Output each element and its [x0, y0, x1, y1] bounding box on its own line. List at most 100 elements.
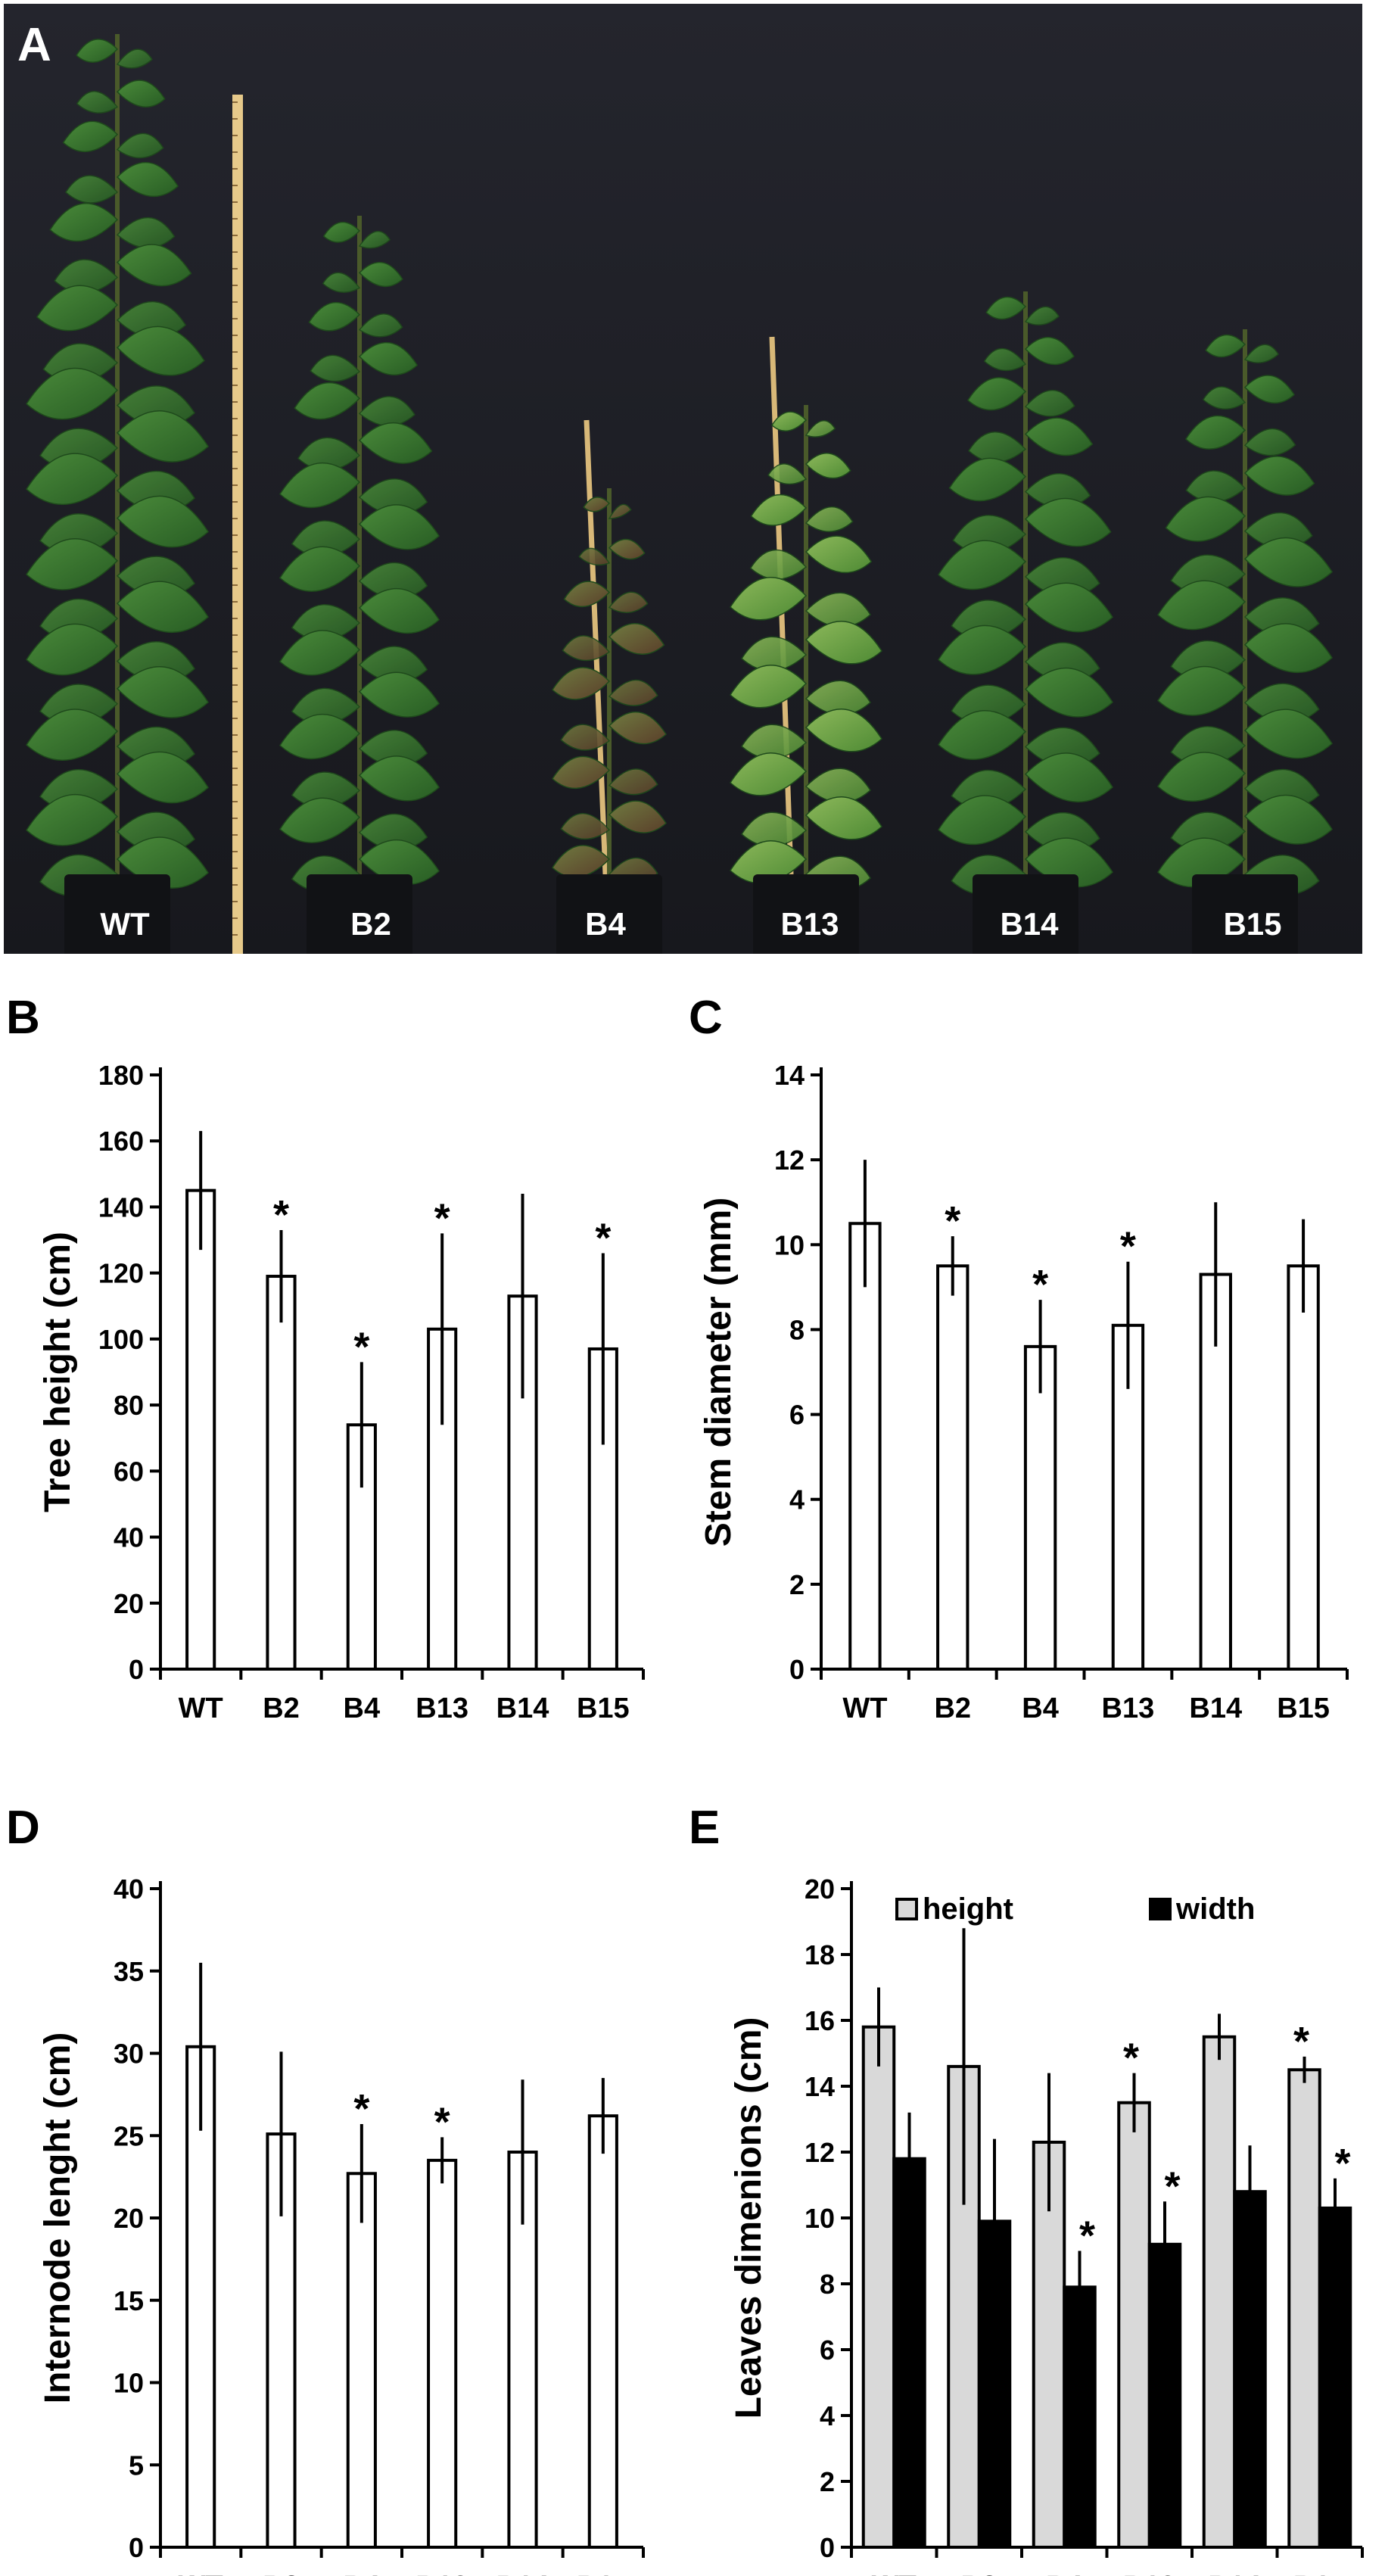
leaf — [552, 845, 611, 878]
leaf — [730, 752, 808, 796]
leaf — [805, 592, 871, 628]
leaf — [552, 667, 611, 700]
significance-marker: * — [353, 2086, 369, 2132]
leaf — [1243, 375, 1295, 404]
leaf — [64, 175, 119, 204]
leaf — [805, 796, 882, 840]
leaf — [310, 354, 361, 382]
leaf — [985, 296, 1027, 320]
y-tick-label: 12 — [774, 1145, 805, 1176]
leaf — [76, 39, 119, 63]
leaf — [1024, 337, 1075, 366]
leaf — [26, 623, 119, 676]
leaf — [1243, 428, 1296, 456]
leaf — [1024, 667, 1113, 718]
leaf — [76, 91, 119, 114]
leaf — [938, 795, 1027, 846]
leaf — [767, 463, 808, 485]
y-tick-label: 5 — [129, 2450, 144, 2481]
leaf — [1184, 415, 1246, 450]
y-tick-label: 30 — [114, 2039, 144, 2070]
y-tick-label: 40 — [114, 1522, 144, 1553]
y-tick-label: 6 — [820, 2335, 835, 2366]
bar-b14-height — [1202, 2035, 1237, 2549]
y-tick-label: 0 — [789, 1654, 805, 1685]
y-tick-label: 140 — [98, 1191, 144, 1223]
significance-marker: * — [434, 2099, 450, 2145]
leaf — [1024, 582, 1113, 633]
leaf — [608, 622, 665, 656]
leaf — [966, 377, 1027, 411]
bar-b15-width — [1318, 2206, 1352, 2549]
y-tick-label: 35 — [114, 1956, 144, 1987]
y-tick-label: 18 — [805, 1939, 835, 1970]
leaves-dimensions-chart: E Leaves dimenions (cm) 0 2 4 6 8 10 12 14 16 18 20 *… — [689, 1802, 1364, 2576]
y-tick-label: 60 — [114, 1456, 144, 1487]
leaf — [805, 535, 873, 574]
leaf — [294, 382, 361, 420]
legend: height width — [895, 1892, 1255, 1926]
plant-label-wt: WT — [100, 906, 150, 942]
x-tick-label: B13 — [416, 2571, 468, 2576]
leaf — [308, 301, 361, 332]
plant-b4 — [552, 419, 667, 884]
leaf — [562, 635, 611, 662]
leaf — [938, 625, 1027, 675]
leaf — [805, 420, 836, 438]
leaf — [730, 577, 808, 621]
significance-marker: * — [595, 1216, 611, 1261]
x-tick-label: B15 — [577, 2571, 630, 2576]
significance-marker: * — [434, 1195, 450, 1241]
leaf — [938, 710, 1027, 760]
y-tick-label: 8 — [789, 1314, 805, 1345]
bar-b15-height — [1287, 2068, 1321, 2549]
y-tick-label: 0 — [129, 1654, 144, 1685]
leaf — [749, 549, 808, 581]
leaf — [26, 709, 119, 761]
leaf — [1243, 623, 1333, 673]
x-tick-label: B15 — [1277, 1693, 1330, 1724]
leaf — [983, 347, 1027, 372]
leaf — [322, 221, 361, 243]
y-axis-label: Leaves dimenions (cm) — [729, 2017, 769, 2419]
leaf — [116, 495, 209, 548]
legend-swatch-width — [1149, 1898, 1172, 1920]
leaf — [279, 630, 361, 676]
leaf — [358, 341, 419, 375]
leaf — [116, 244, 192, 287]
panel-letter-b: B — [6, 992, 40, 1044]
leaf — [608, 711, 667, 745]
plant-pot — [1192, 874, 1298, 954]
leaf — [358, 755, 440, 802]
leaf — [750, 494, 808, 526]
leaf — [49, 203, 119, 242]
leaf — [1243, 709, 1333, 759]
leaf — [608, 679, 658, 706]
leaf — [1024, 497, 1112, 547]
y-tick-label: 6 — [789, 1400, 805, 1431]
plant-label-b2: B2 — [350, 906, 391, 942]
y-tick-label: 4 — [789, 1484, 805, 1515]
leaf — [1243, 794, 1333, 845]
leaf — [116, 410, 209, 463]
x-tick-label: B14 — [496, 2571, 549, 2576]
y-tick-label: 14 — [774, 1060, 805, 1091]
panel-letter-e: E — [689, 1802, 720, 1854]
stem-diameter-chart: C Stem diameter (mm) 0 2 4 6 8 10 12 14 * * * WT B2 B4 B… — [689, 992, 1349, 1724]
leaf — [1157, 580, 1246, 631]
y-tick-label: 20 — [114, 1588, 144, 1619]
leaf — [279, 797, 361, 843]
plant-pot — [64, 874, 170, 954]
leaf — [358, 231, 391, 249]
bar-b15 — [1287, 1264, 1320, 1671]
leaf — [279, 462, 361, 509]
bar-wt-width — [892, 2157, 926, 2549]
y-tick-label: 0 — [820, 2532, 835, 2563]
y-tick-label: 80 — [114, 1390, 144, 1421]
significance-marker: * — [1120, 1224, 1136, 1269]
leaf — [26, 453, 119, 505]
leaf — [948, 457, 1027, 502]
bar-b13-height — [1117, 2101, 1151, 2549]
x-tick-label: B4 — [344, 2571, 381, 2576]
leaf — [116, 79, 166, 107]
